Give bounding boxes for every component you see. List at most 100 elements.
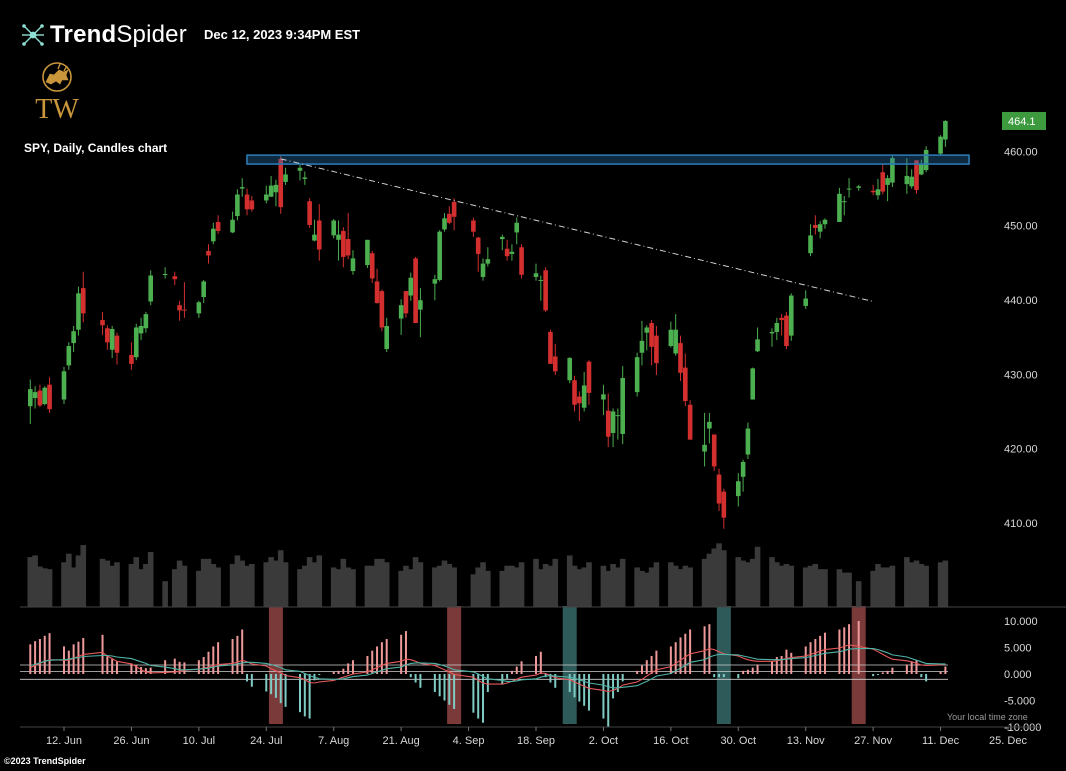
candle-body: [856, 186, 861, 188]
volume-bar: [581, 567, 587, 607]
volume-bar: [441, 560, 448, 607]
volume-bar: [807, 565, 814, 607]
candle-body: [707, 421, 712, 429]
candle-body: [870, 190, 876, 193]
volume-bar: [552, 558, 559, 607]
candle-body: [649, 323, 654, 347]
volume-bar: [518, 562, 525, 607]
volume-bar: [648, 567, 655, 607]
candle-body: [567, 357, 573, 381]
candle-body: [615, 415, 621, 417]
candle-body: [369, 253, 375, 279]
volume-bar: [412, 557, 419, 607]
candle-body: [755, 339, 760, 352]
volume-bar: [383, 562, 390, 607]
candle-body: [403, 291, 409, 314]
volume-bar: [783, 564, 790, 607]
volume-bar: [855, 581, 862, 607]
copyright: ©2023 TrendSpider: [4, 756, 86, 766]
candle-body: [533, 273, 539, 277]
candle-body: [841, 201, 847, 203]
volume-bar: [610, 564, 616, 607]
volume-bar: [470, 574, 477, 607]
candle-body: [620, 378, 625, 434]
candle-body: [837, 193, 842, 222]
candle-body: [206, 250, 211, 256]
candle-body: [499, 236, 505, 240]
volume-bar: [128, 564, 135, 607]
current-price-label: 464.1: [1008, 116, 1036, 128]
volume-bar: [889, 565, 896, 607]
volume-bar: [600, 565, 607, 607]
volume-bar: [133, 557, 140, 607]
candle-body: [543, 270, 548, 311]
volume-bar: [716, 543, 722, 607]
candle-body: [100, 320, 105, 326]
brand-name: TrendSpider: [50, 20, 187, 50]
price-tick-label: 430.00: [1004, 369, 1038, 381]
candle-body: [519, 247, 524, 275]
volume-bar: [369, 565, 376, 607]
candle-body: [678, 343, 683, 373]
candle-body: [875, 189, 881, 196]
candle-body: [413, 258, 418, 324]
candle-body: [813, 224, 818, 228]
candle-body: [437, 231, 442, 280]
candle-body: [919, 164, 924, 175]
candle-body: [735, 481, 741, 497]
volume-bar: [841, 572, 848, 607]
volume-bar: [778, 565, 785, 607]
volume-bar: [499, 570, 506, 607]
candle-body: [109, 328, 115, 350]
candle-body: [105, 328, 110, 343]
volume-bar: [904, 557, 910, 607]
volume-bar: [417, 562, 424, 607]
volume-bar: [345, 567, 351, 607]
candle-body: [283, 174, 288, 182]
candle-body: [552, 356, 558, 372]
volume-bar: [340, 558, 347, 607]
price-tick-label: 460.00: [1004, 146, 1038, 158]
candle-body: [687, 404, 693, 440]
volume-bar: [879, 567, 886, 607]
volume-bar: [316, 555, 323, 607]
volume-bar: [66, 553, 72, 607]
candle-body: [114, 335, 120, 353]
volume-bar: [379, 558, 385, 607]
candle-body: [32, 392, 38, 399]
volume-bar: [75, 555, 82, 607]
date-tick-label: 10. Jul: [183, 735, 215, 747]
volume-bar: [41, 568, 48, 607]
trendline: [280, 158, 874, 302]
volume-bar: [480, 562, 486, 607]
volume-bar: [143, 564, 149, 607]
candle-body: [711, 434, 717, 467]
candle-body: [133, 327, 139, 358]
volume-bar: [263, 562, 270, 607]
trendspider-logo-icon: [22, 24, 44, 46]
candle-body: [316, 220, 322, 250]
volume-bar: [432, 567, 438, 607]
volume-bar: [672, 565, 679, 607]
volume-bar: [446, 564, 453, 607]
volume-bar: [61, 562, 67, 607]
candle-body: [572, 380, 577, 405]
volume-bar: [769, 557, 775, 607]
volume-bar: [687, 567, 693, 607]
volume-bar: [215, 567, 221, 607]
volume-bar: [542, 564, 549, 607]
date-tick-label: 21. Aug: [382, 735, 419, 747]
candle-body: [683, 367, 688, 402]
candle-body: [345, 239, 351, 256]
volume-bar: [436, 565, 443, 607]
candle-body: [817, 224, 823, 232]
candle-body: [177, 305, 182, 311]
candle-body: [447, 213, 452, 223]
candle-body: [548, 331, 553, 364]
candle-body: [538, 279, 544, 281]
candle-body: [904, 175, 910, 185]
volume-bar: [138, 569, 144, 607]
brand-name-strong: Trend: [50, 21, 117, 48]
candle-body: [350, 258, 356, 272]
